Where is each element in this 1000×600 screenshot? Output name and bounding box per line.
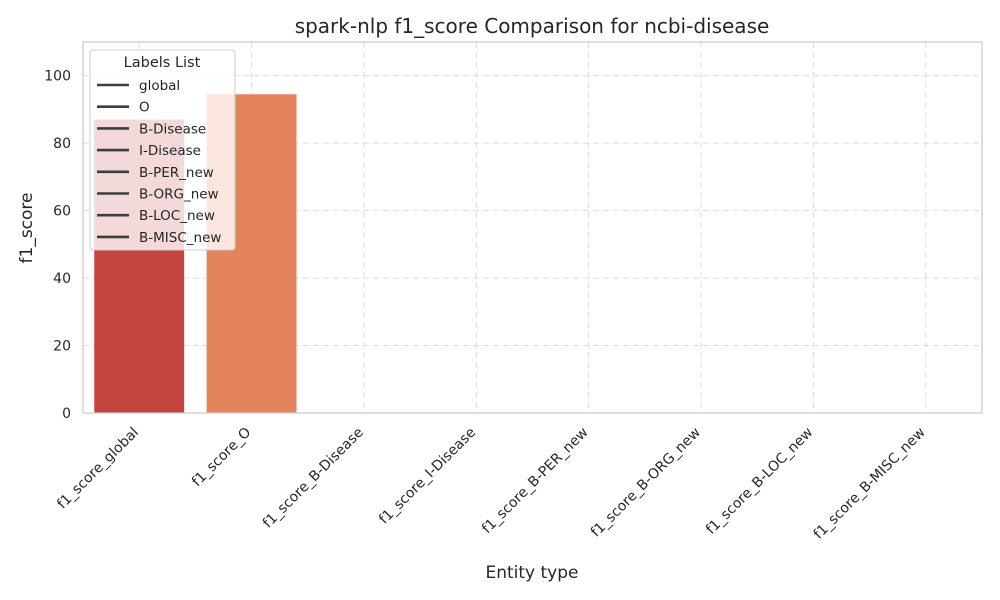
y-tick-label: 100 xyxy=(44,69,71,85)
legend-entry: B-Disease xyxy=(139,121,206,137)
plot-frame xyxy=(82,41,983,414)
legend: Labels List global O B-Disease I-Disease B-P… xyxy=(89,49,236,251)
y-tick-label: 20 xyxy=(53,339,71,355)
legend-entry: B-MISC_new xyxy=(139,230,221,246)
y-axis-label: f1_score xyxy=(17,193,37,264)
x-tick-label: f1_score_B-PER_new xyxy=(479,425,591,537)
legend-entries: global O B-Disease I-Disease B-PER_new B-ORG_… xyxy=(97,78,221,246)
x-axis-label: Entity type xyxy=(485,563,578,583)
legend-entry: I-Disease xyxy=(139,143,201,159)
y-tick-label: 40 xyxy=(53,271,71,287)
x-tick-label: f1_score_B-Disease xyxy=(260,425,367,532)
y-tick-label: 60 xyxy=(53,204,71,220)
legend-entry: B-PER_new xyxy=(139,165,214,181)
y-tick-label: 80 xyxy=(53,136,71,152)
chart-title: spark-nlp f1_score Comparison for ncbi-d… xyxy=(295,14,770,38)
y-tick-labels: 0 20 40 60 80 100 xyxy=(44,69,71,422)
x-tick-label: f1_score_B-ORG_new xyxy=(588,425,704,541)
legend-box xyxy=(89,49,236,251)
legend-entry: B-LOC_new xyxy=(139,208,215,224)
x-tick-labels: f1_score_global f1_score_O f1_score_B-Dise… xyxy=(54,425,928,543)
x-tick-label: f1_score_B-MISC_new xyxy=(811,425,929,543)
legend-entry: B-ORG_new xyxy=(139,187,219,203)
x-tick-label: f1_score_global xyxy=(54,425,142,513)
legend-title: Labels List xyxy=(124,55,201,71)
x-tick-label: f1_score_I-Disease xyxy=(376,425,479,528)
x-tick-label: f1_score_O xyxy=(189,425,254,490)
legend-entry: O xyxy=(139,100,150,116)
legend-entry: global xyxy=(139,78,180,94)
x-tick-label: f1_score_B-LOC_new xyxy=(703,425,816,538)
y-tick-label: 0 xyxy=(62,406,71,422)
